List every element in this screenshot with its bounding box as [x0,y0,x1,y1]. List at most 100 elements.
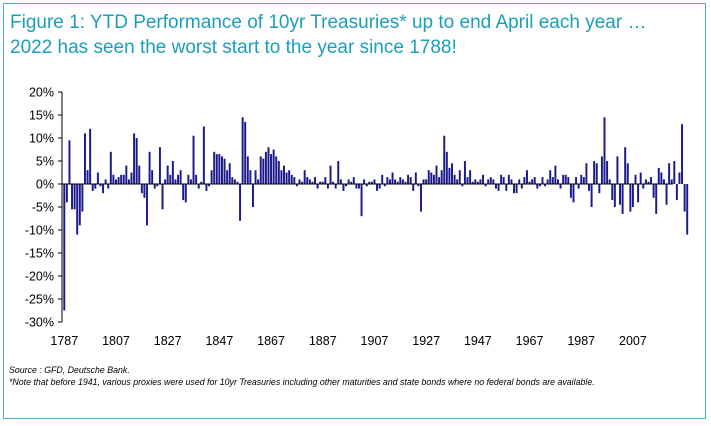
bar-2000 [613,184,616,207]
bar-1909 [378,184,381,189]
bar-1849 [223,158,226,184]
bar-2023 [673,161,676,184]
bar-1822 [153,184,156,189]
bar-1922 [412,184,415,191]
bar-1836 [189,179,192,184]
bar-1894 [339,179,342,184]
bar-1978 [557,179,559,184]
bar-1895 [342,184,345,191]
bar-1807 [115,179,117,184]
bar-1838 [195,174,198,184]
bar-1938 [453,174,456,184]
bar-1879 [301,181,304,184]
bar-1837 [192,135,195,184]
bar-1826 [164,179,167,184]
bar-1934 [443,135,446,184]
bar-1943 [466,177,469,184]
bar-1965 [523,177,526,184]
bar-2020 [665,184,668,205]
bar-1797 [89,128,92,184]
bars-group [63,117,689,311]
bar-1997 [606,161,609,184]
bar-1898 [350,181,353,184]
bar-1914 [391,172,394,184]
bar-1992 [593,161,596,184]
bar-1897 [347,179,350,184]
bar-1789 [68,140,71,184]
bar-1971 [538,184,541,187]
bar-1990 [588,184,590,191]
bar-1912 [386,177,389,184]
bar-1994 [598,184,601,194]
bar-1887 [321,181,324,184]
bar-1955 [497,184,500,191]
bar-1813 [130,172,133,184]
bar-1823 [156,184,159,187]
x-axis: 1787 1807 1827 1847 1867 1887 1907 1927 1947 1967… [50,183,673,348]
bar-1935 [445,151,448,184]
figure-frame [3,3,706,419]
bar-1794 [81,184,84,212]
bar-1947 [476,181,479,184]
bar-1969 [533,177,536,184]
bar-1942 [463,161,466,184]
x-tick-label: 1907 [361,334,389,348]
bar-1993 [595,163,598,184]
bar-1818 [143,184,146,198]
bar-1949 [482,174,484,184]
bar-2003 [621,184,624,214]
bar-1901 [357,184,360,189]
bar-1928 [427,170,430,184]
x-tick-label: 1847 [205,334,233,348]
bar-1970 [536,184,539,189]
bar-1829 [171,161,174,184]
y-tick-label: -10% [25,224,54,238]
bar-chart: 20% 15% 10% 5% 0% -5% -10% -15% -20% -25% -30% 178… [25,86,689,348]
bar-1790 [71,184,74,210]
bar-1800 [96,172,99,184]
bar-1799 [94,184,97,189]
bar-1964 [520,184,523,189]
bar-1985 [575,177,578,184]
bar-1913 [388,179,391,184]
bar-1795 [83,133,86,184]
bar-1915 [394,179,397,184]
source-note: Source : GFD, Deutsche Bank. [9,365,130,375]
bar-1831 [177,174,179,184]
bar-1808 [117,177,120,184]
bar-1867 [270,154,273,184]
bar-1948 [479,179,482,184]
bar-1810 [122,174,125,184]
bar-2013 [647,181,650,184]
bar-1847 [218,154,221,184]
bar-1824 [158,147,161,184]
bar-1869 [275,156,278,184]
bar-1843 [208,184,211,187]
bar-1817 [140,184,143,194]
bar-1830 [174,179,177,184]
bar-2025 [678,172,681,184]
bar-1930 [432,174,435,184]
bar-1908 [376,184,379,191]
bar-1858 [246,156,249,184]
x-tick-label: 1827 [154,334,182,348]
bar-1885 [316,184,319,189]
bar-1788 [65,184,68,203]
x-tick-label: 2007 [619,334,647,348]
bar-1851 [228,163,231,184]
bar-2027 [683,184,686,212]
bar-1962 [515,184,518,194]
bar-1979 [559,184,562,189]
bar-1792 [76,184,79,235]
bar-2001 [616,156,619,184]
bar-1821 [151,170,154,184]
y-tick-label: 20% [29,86,54,100]
y-tick-label: 0% [36,178,54,192]
bar-1819 [146,184,148,226]
bar-2021 [668,163,671,184]
bar-1921 [409,177,412,184]
bar-1959 [507,174,510,184]
bar-2006 [629,184,632,212]
bar-1926 [422,179,425,184]
bar-1989 [585,163,588,184]
